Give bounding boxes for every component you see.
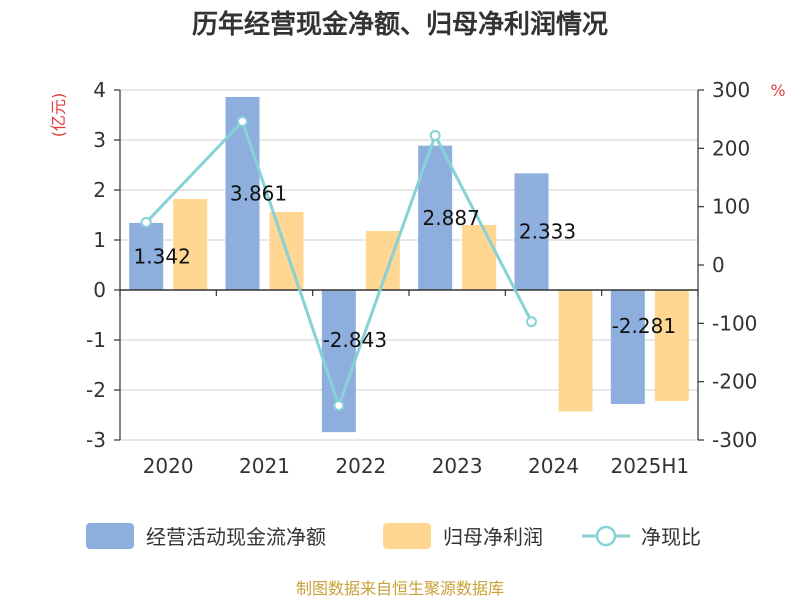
bar-profit [462, 225, 497, 290]
left-axis-tick-label: -2 [86, 378, 106, 402]
ratio-line [140, 116, 537, 412]
source-note: 制图数据来自恒生聚源数据库 [296, 579, 504, 598]
bar-profit [654, 290, 689, 401]
gridlines [120, 89, 698, 441]
ratio-point [333, 400, 345, 412]
left-axis-tick-label: 1 [93, 228, 106, 252]
x-axis-tick-label: 2020 [143, 454, 194, 478]
chart-title: 历年经营现金净额、归母净利润情况 [192, 9, 608, 40]
legend-label-cashflow: 经营活动现金流净额 [146, 525, 326, 549]
left-axis-unit: (亿元) [49, 93, 68, 138]
right-axis-tick-label: 100 [712, 195, 750, 219]
ratio-point [526, 316, 537, 328]
bar-cashflow [129, 222, 164, 290]
left-axis-tick-label: -1 [86, 328, 106, 352]
bar-value-label: 2.333 [519, 220, 576, 244]
right-axis-tick-label: -100 [712, 311, 757, 335]
x-axis-tick-label: 2021 [239, 454, 290, 478]
bar-value-label: -2.843 [323, 328, 387, 352]
right-axis-tick-label: 200 [712, 136, 750, 160]
bar-cashflow [514, 173, 549, 290]
x-axis-tick-label: 2024 [528, 454, 579, 478]
right-axis-tick-label: -200 [712, 370, 757, 394]
legend: 经营活动现金流净额 归母净利润 净现比 [86, 523, 701, 549]
bar-value-label: -2.281 [612, 314, 676, 338]
bar-cashflow [225, 96, 260, 290]
bar-profit [173, 199, 208, 290]
ratio-point [237, 116, 248, 127]
bar-value-label: 2.887 [423, 206, 480, 230]
left-axis-tick-label: 2 [93, 178, 106, 202]
bar-cashflow [610, 290, 645, 405]
legend-marker-ratio [595, 525, 617, 547]
right-axis-tick-label: -300 [712, 428, 757, 452]
legend-swatch-profit [383, 523, 431, 549]
bar-value-label: 1.342 [134, 244, 191, 268]
right-axis-tick-label: 0 [712, 253, 725, 277]
left-axis-tick-label: 4 [93, 78, 106, 102]
axes: -3 -2 -1 0 1 2 3 4 -300 -200 -100 0 100 200 300 2020 202… [86, 78, 757, 478]
x-axis-tick-label: 2025H1 [610, 454, 689, 478]
legend-label-profit: 归母净利润 [443, 525, 543, 549]
data-labels: 1.342 3.861 -2.843 2.887 2.333 -2.281 [134, 181, 677, 352]
x-axis-tick-label: 2023 [432, 454, 483, 478]
left-axis-tick-label: 3 [93, 128, 106, 152]
bar-profit [558, 290, 593, 412]
bar-value-label: 3.861 [230, 181, 287, 205]
right-axis-unit: % [770, 81, 785, 100]
ratio-point [429, 130, 441, 141]
x-axis-tick-label: 2022 [335, 454, 386, 478]
left-axis-tick-label: -3 [86, 428, 106, 452]
ratio-point [140, 216, 152, 228]
legend-label-ratio: 净现比 [641, 525, 701, 549]
right-axis-tick-label: 300 [712, 78, 750, 102]
legend-swatch-cashflow [86, 523, 134, 549]
bars [129, 96, 689, 433]
left-axis-tick-label: 0 [93, 278, 106, 302]
